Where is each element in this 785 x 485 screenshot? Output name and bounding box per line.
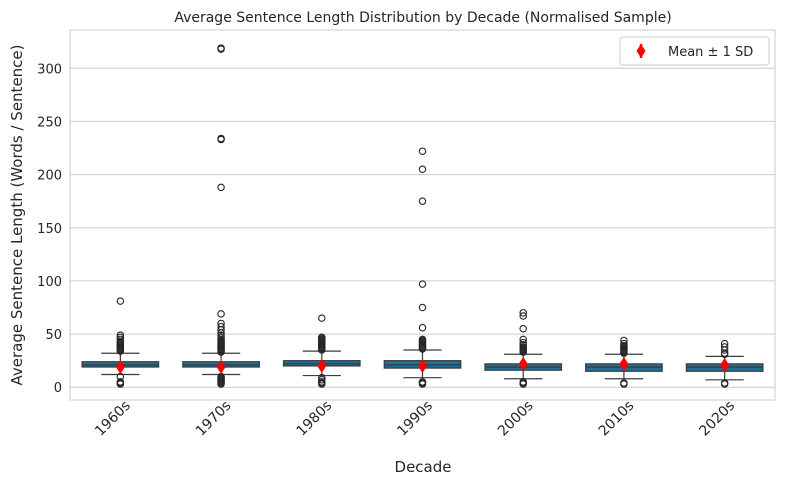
mean-marker bbox=[619, 356, 629, 371]
outlier-point bbox=[418, 280, 427, 288]
outlier-point bbox=[116, 297, 125, 305]
outlier-point bbox=[116, 333, 125, 342]
outlier-point bbox=[519, 325, 527, 333]
outlier-point bbox=[418, 323, 427, 332]
mean-marker bbox=[115, 360, 125, 375]
outlier-point bbox=[720, 339, 729, 348]
box-group bbox=[685, 339, 764, 388]
box-group bbox=[182, 44, 260, 388]
y-tick-label: 200 bbox=[37, 169, 62, 184]
x-axis-label: Decade bbox=[395, 458, 452, 476]
y-tick-label: 150 bbox=[37, 222, 62, 237]
outlier-point bbox=[217, 134, 225, 143]
box-group bbox=[81, 297, 160, 388]
mean-marker bbox=[216, 360, 226, 375]
y-tick-labels: 0 50 100 150 200 250 300 bbox=[37, 62, 62, 396]
outlier-point bbox=[318, 376, 326, 384]
outlier-point bbox=[318, 378, 326, 386]
outlier-point bbox=[620, 336, 628, 345]
plot-frame bbox=[69, 29, 776, 401]
box-group bbox=[282, 314, 361, 388]
outlier-point bbox=[418, 197, 427, 205]
outlier-point bbox=[519, 309, 527, 317]
outlier-point bbox=[217, 333, 225, 342]
outlier-point bbox=[418, 147, 427, 155]
y-tick-label: 100 bbox=[37, 275, 62, 290]
outlier-point bbox=[116, 331, 125, 339]
outlier-point bbox=[519, 335, 527, 344]
outlier-point bbox=[418, 378, 427, 386]
box-group bbox=[585, 336, 663, 388]
outlier-point bbox=[217, 319, 225, 328]
legend-frame bbox=[619, 36, 770, 66]
outlier-point bbox=[519, 312, 527, 320]
mean-marker bbox=[418, 358, 427, 373]
outlier-point bbox=[217, 322, 225, 331]
legend-label: Mean ± 1 SD bbox=[668, 45, 753, 60]
outlier-point bbox=[318, 314, 326, 322]
outlier-point bbox=[418, 335, 427, 344]
outlier-point bbox=[318, 373, 326, 382]
outlier-point bbox=[217, 44, 225, 52]
y-axis-label: Average Sentence Length (Words / Sentenc… bbox=[8, 44, 26, 385]
outlier-point bbox=[519, 340, 527, 349]
box-group bbox=[383, 147, 462, 388]
y-tick-label: 250 bbox=[37, 115, 62, 130]
outlier-point bbox=[620, 379, 628, 387]
outlier-point bbox=[620, 342, 628, 350]
outlier-point bbox=[418, 165, 427, 174]
outlier-point bbox=[217, 183, 225, 192]
chart-title: Average Sentence Length Distribution by … bbox=[174, 10, 671, 26]
outlier-point bbox=[720, 379, 729, 387]
outlier-point bbox=[318, 333, 326, 342]
y-tick-label: 300 bbox=[37, 62, 62, 77]
outlier-point bbox=[418, 303, 427, 312]
outlier-point bbox=[116, 335, 125, 344]
outlier-point bbox=[217, 310, 225, 318]
mean-marker bbox=[720, 357, 730, 372]
outlier-point bbox=[116, 378, 125, 386]
outlier-point bbox=[519, 338, 527, 347]
box-group bbox=[484, 309, 563, 388]
outlier-point bbox=[217, 331, 225, 339]
outlier-point bbox=[720, 343, 729, 351]
boxes-layer bbox=[81, 44, 764, 388]
outlier-point bbox=[620, 339, 628, 348]
y-tick-label: 0 bbox=[54, 381, 62, 396]
mean-marker bbox=[317, 358, 327, 373]
outlier-point bbox=[519, 378, 527, 386]
legend: Mean ± 1 SD bbox=[619, 36, 770, 66]
legend-mean-marker bbox=[636, 44, 646, 58]
y-tick-label: 50 bbox=[45, 328, 62, 343]
outlier-point bbox=[519, 343, 527, 351]
mean-marker bbox=[518, 356, 528, 371]
